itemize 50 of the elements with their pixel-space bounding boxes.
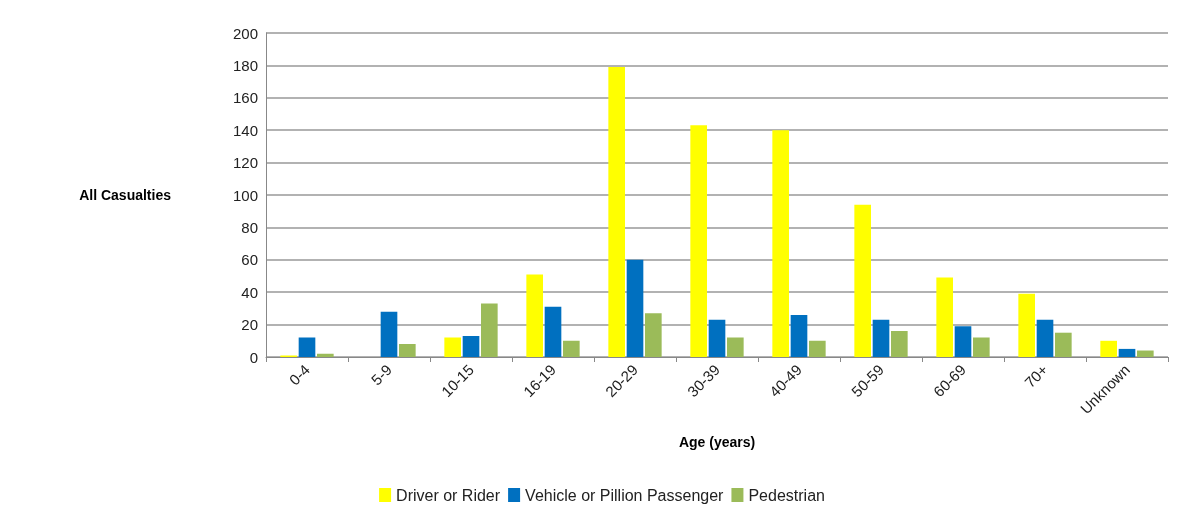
bar xyxy=(808,340,826,357)
bar xyxy=(954,326,972,357)
legend-label: Pedestrian xyxy=(748,486,825,504)
bar xyxy=(972,337,990,357)
y-tick-label: 160 xyxy=(232,89,258,107)
y-tick-label: 120 xyxy=(232,154,258,172)
legend-label: Vehicle or Pillion Passenger xyxy=(525,486,725,504)
bar xyxy=(854,204,872,357)
x-tick-label: 70+ xyxy=(1021,360,1052,391)
bar xyxy=(1054,332,1072,357)
bar xyxy=(1018,293,1036,357)
y-tick-label: 180 xyxy=(232,56,258,74)
bar xyxy=(316,353,334,357)
bar xyxy=(936,277,954,357)
bar xyxy=(462,335,480,357)
y-tick-label: 140 xyxy=(232,121,258,139)
bar xyxy=(790,314,808,357)
bar xyxy=(380,311,398,357)
bar xyxy=(444,337,462,357)
x-tick-label: 0-4 xyxy=(285,360,314,389)
bar xyxy=(644,313,662,357)
bar xyxy=(872,319,890,357)
bar xyxy=(398,344,416,357)
y-tick-label: 0 xyxy=(249,348,258,366)
bar xyxy=(544,306,562,357)
bar xyxy=(562,340,580,357)
bar xyxy=(1100,340,1118,357)
bar xyxy=(708,319,726,357)
y-tick-label: 100 xyxy=(232,186,258,204)
bar xyxy=(480,303,498,357)
bar xyxy=(1036,319,1054,357)
y-tick-label: 20 xyxy=(241,316,258,334)
bar xyxy=(1136,350,1154,357)
y-tick-label: 80 xyxy=(241,218,258,236)
x-tick-label: 5-9 xyxy=(367,360,396,389)
y-axis-title: All Casualties xyxy=(79,187,172,203)
bar xyxy=(626,259,644,357)
bar xyxy=(1118,348,1136,357)
bar xyxy=(772,130,790,357)
bar xyxy=(298,337,316,357)
bar xyxy=(526,274,544,357)
y-tick-label: 40 xyxy=(241,283,258,301)
bar xyxy=(608,67,626,357)
y-tick-label: 200 xyxy=(232,24,258,42)
bar xyxy=(890,331,908,357)
x-axis-title: Age (years) xyxy=(678,434,756,450)
y-tick-label: 60 xyxy=(241,251,258,269)
legend-label: Driver or Rider xyxy=(396,486,501,504)
bar xyxy=(726,337,744,357)
bar xyxy=(690,125,708,357)
